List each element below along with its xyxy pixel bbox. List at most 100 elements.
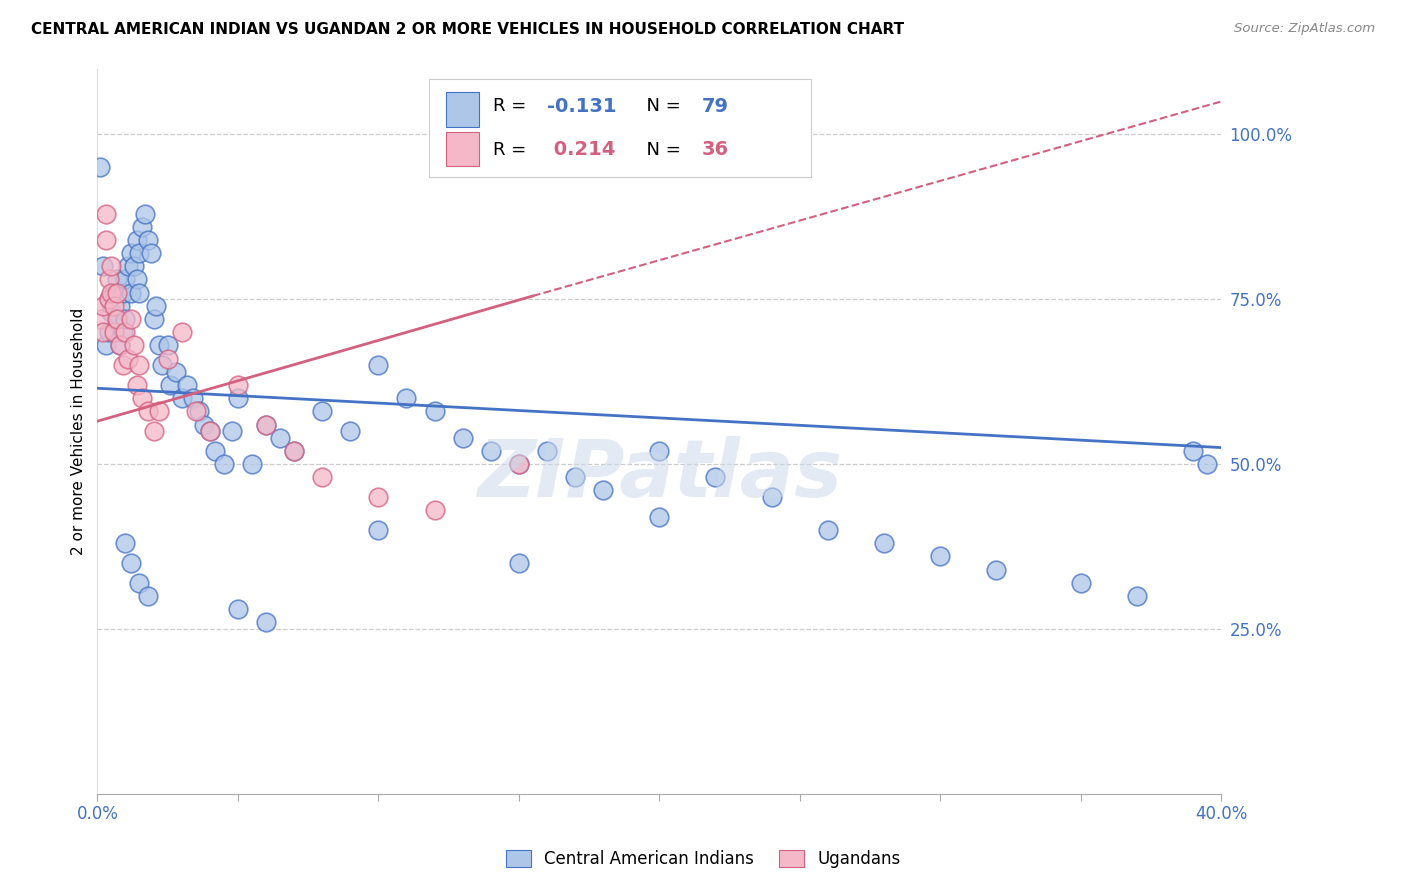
Point: [111, 285, 134, 300]
Point: [181, 391, 204, 405]
Point: [89, 161, 111, 175]
Point: [311, 404, 333, 418]
Point: [125, 233, 148, 247]
Point: [240, 457, 263, 471]
Point: [122, 260, 145, 274]
Point: [451, 431, 474, 445]
Point: [339, 424, 361, 438]
Text: -0.131: -0.131: [547, 96, 616, 116]
Point: [156, 338, 179, 352]
Point: [97, 272, 120, 286]
Text: N =: N =: [634, 97, 681, 115]
Point: [100, 260, 122, 274]
Point: [117, 260, 139, 274]
FancyBboxPatch shape: [446, 132, 479, 167]
Text: ZIPatlas: ZIPatlas: [477, 435, 842, 514]
Text: 36: 36: [702, 140, 730, 160]
Point: [94, 338, 117, 352]
Point: [105, 272, 128, 286]
Point: [176, 378, 198, 392]
Point: [139, 246, 162, 260]
Point: [283, 443, 305, 458]
Point: [148, 338, 170, 352]
Point: [536, 443, 558, 458]
Point: [114, 272, 136, 286]
Text: 0.214: 0.214: [547, 140, 616, 160]
Point: [148, 404, 170, 418]
Point: [226, 378, 249, 392]
Point: [91, 299, 114, 313]
Point: [1126, 589, 1149, 603]
Point: [125, 378, 148, 392]
Point: [212, 457, 235, 471]
Point: [817, 523, 839, 537]
Point: [986, 562, 1008, 576]
Point: [198, 424, 221, 438]
Point: [105, 312, 128, 326]
Point: [125, 272, 148, 286]
Point: [111, 325, 134, 339]
Point: [508, 457, 530, 471]
Point: [120, 246, 142, 260]
Point: [114, 312, 136, 326]
Y-axis label: 2 or more Vehicles in Household: 2 or more Vehicles in Household: [72, 308, 86, 555]
Point: [704, 470, 727, 484]
Text: R =: R =: [494, 141, 531, 159]
Point: [170, 391, 193, 405]
Point: [508, 556, 530, 570]
Point: [136, 233, 159, 247]
Point: [254, 615, 277, 630]
Point: [592, 483, 614, 498]
FancyBboxPatch shape: [429, 79, 811, 178]
Legend: Central American Indians, Ugandans: Central American Indians, Ugandans: [499, 843, 907, 875]
Point: [254, 417, 277, 432]
Point: [136, 404, 159, 418]
Point: [145, 299, 167, 313]
Point: [142, 424, 165, 438]
Point: [254, 417, 277, 432]
Point: [91, 325, 114, 339]
Point: [159, 378, 181, 392]
Point: [165, 365, 187, 379]
Point: [128, 575, 150, 590]
Point: [367, 358, 389, 372]
Point: [367, 523, 389, 537]
Point: [226, 602, 249, 616]
Point: [221, 424, 243, 438]
Point: [204, 443, 226, 458]
Point: [117, 351, 139, 366]
Point: [873, 536, 896, 550]
Point: [1070, 575, 1092, 590]
Point: [187, 404, 209, 418]
Point: [103, 325, 125, 339]
Point: [648, 509, 671, 524]
Point: [367, 490, 389, 504]
Point: [120, 556, 142, 570]
Point: [193, 417, 215, 432]
Point: [128, 285, 150, 300]
Point: [564, 470, 586, 484]
Point: [508, 457, 530, 471]
Point: [105, 312, 128, 326]
Point: [1182, 443, 1205, 458]
Point: [128, 246, 150, 260]
Point: [198, 424, 221, 438]
Point: [94, 233, 117, 247]
Point: [226, 391, 249, 405]
Point: [311, 470, 333, 484]
Point: [184, 404, 207, 418]
Point: [395, 391, 418, 405]
Text: N =: N =: [634, 141, 681, 159]
Point: [136, 589, 159, 603]
Point: [1197, 457, 1219, 471]
Point: [120, 312, 142, 326]
Point: [142, 312, 165, 326]
Point: [283, 443, 305, 458]
FancyBboxPatch shape: [446, 93, 479, 127]
Point: [97, 325, 120, 339]
Point: [108, 338, 131, 352]
Point: [131, 219, 153, 234]
Point: [122, 338, 145, 352]
Point: [134, 206, 156, 220]
Point: [128, 358, 150, 372]
